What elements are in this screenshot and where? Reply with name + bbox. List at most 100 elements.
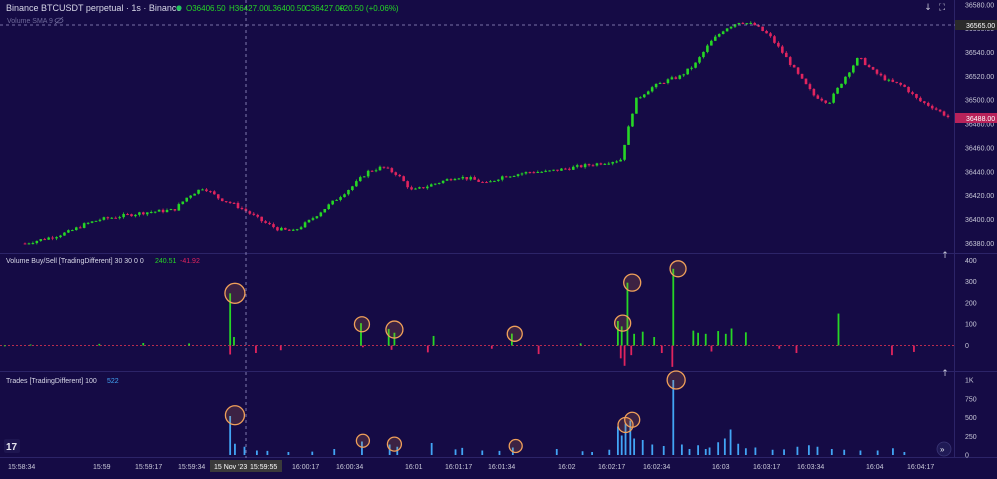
candle-body[interactable] (899, 82, 902, 85)
volume-buy-bar[interactable] (360, 323, 362, 346)
candle-body[interactable] (781, 46, 784, 53)
candle-body[interactable] (465, 176, 469, 180)
trades-bar[interactable] (737, 443, 740, 455)
candle-body[interactable] (915, 93, 918, 98)
volume-buy-bar[interactable] (142, 342, 145, 346)
volume-buy-bar[interactable] (704, 333, 707, 346)
candle-body[interactable] (682, 74, 686, 76)
candle-body[interactable] (193, 193, 196, 196)
candle-body[interactable] (161, 209, 165, 213)
volume-buy-bar[interactable] (188, 343, 190, 346)
trades-bar[interactable] (816, 446, 819, 455)
candle-body[interactable] (611, 162, 615, 164)
candle-body[interactable] (568, 168, 571, 170)
candle-body[interactable] (792, 64, 796, 68)
candle-body[interactable] (729, 26, 733, 29)
candle-body[interactable] (607, 163, 611, 165)
candle-body[interactable] (623, 144, 626, 160)
trades-bar[interactable] (754, 447, 757, 456)
trades-bar[interactable] (255, 450, 258, 456)
volume-sell-bar[interactable] (778, 345, 781, 349)
candle-body[interactable] (879, 73, 883, 76)
candle-body[interactable] (378, 166, 382, 171)
candle-body[interactable] (571, 166, 575, 170)
volume-buy-bar[interactable] (626, 282, 629, 346)
candle-body[interactable] (102, 217, 106, 220)
candle-body[interactable] (39, 239, 43, 241)
trades-bar[interactable] (629, 420, 632, 456)
candle-body[interactable] (587, 164, 591, 166)
candle-body[interactable] (311, 218, 315, 220)
candle-body[interactable] (595, 163, 599, 166)
trades-bar[interactable] (633, 438, 636, 456)
candle-body[interactable] (51, 237, 54, 239)
candle-body[interactable] (477, 179, 480, 182)
candle-body[interactable] (757, 25, 760, 27)
pane-up-icon[interactable]: ↑ (941, 251, 949, 261)
candle-body[interactable] (323, 209, 327, 213)
candle-body[interactable] (481, 181, 484, 183)
candle-body[interactable] (650, 87, 654, 92)
candle-body[interactable] (362, 176, 366, 178)
candle-body[interactable] (710, 40, 713, 46)
candle-body[interactable] (575, 165, 579, 167)
candle-body[interactable] (343, 194, 346, 198)
trades-bar[interactable] (688, 449, 691, 455)
trades-bar[interactable] (704, 449, 707, 455)
candle-body[interactable] (106, 217, 110, 219)
candle-body[interactable] (702, 51, 705, 58)
volume-buy-bar[interactable] (672, 268, 675, 346)
candle-body[interactable] (264, 221, 267, 223)
trades-bar[interactable] (311, 451, 314, 455)
candle-body[interactable] (552, 169, 555, 171)
candle-body[interactable] (631, 113, 634, 127)
candle-body[interactable] (489, 181, 492, 183)
trades-bar[interactable] (461, 447, 464, 455)
candle-body[interactable] (725, 28, 729, 32)
trades-bar[interactable] (555, 449, 558, 455)
candle-body[interactable] (497, 179, 500, 181)
candle-body[interactable] (844, 76, 847, 84)
candle-body[interactable] (765, 30, 768, 34)
candle-body[interactable] (441, 180, 445, 183)
candle-body[interactable] (303, 222, 307, 228)
volume-sell-bar[interactable] (660, 345, 663, 354)
trades-bar[interactable] (608, 449, 611, 455)
volume-buy-bar[interactable] (229, 293, 232, 346)
candle-body[interactable] (276, 227, 279, 231)
candle-body[interactable] (232, 202, 236, 204)
volume-sell-bar[interactable] (279, 345, 282, 351)
candle-body[interactable] (828, 102, 831, 104)
candle-body[interactable] (816, 95, 820, 99)
candle-body[interactable] (812, 89, 816, 96)
candle-body[interactable] (903, 84, 906, 87)
volume-buy-bar[interactable] (510, 333, 513, 346)
candle-body[interactable] (268, 222, 271, 225)
volume-buy-bar[interactable] (697, 332, 700, 346)
candle-body[interactable] (67, 230, 70, 233)
volume-sell-bar[interactable] (630, 345, 633, 356)
candle-body[interactable] (923, 101, 926, 103)
candle-body[interactable] (189, 195, 192, 198)
candle-body[interactable] (871, 67, 875, 70)
volume-buy-bar[interactable] (641, 331, 644, 346)
candle-body[interactable] (402, 176, 405, 182)
candle-body[interactable] (591, 165, 595, 167)
volume-pane[interactable] (0, 260, 955, 367)
candle-body[interactable] (832, 93, 835, 103)
candle-body[interactable] (769, 33, 772, 37)
candle-body[interactable] (674, 77, 678, 79)
candle-body[interactable] (836, 87, 839, 94)
candle-body[interactable] (78, 227, 82, 229)
volume-buy-bar[interactable] (387, 328, 390, 346)
candle-body[interactable] (398, 174, 402, 177)
volume-sell-bar[interactable] (623, 345, 626, 366)
candle-body[interactable] (418, 187, 421, 189)
candle-body[interactable] (433, 183, 437, 185)
candle-body[interactable] (713, 36, 717, 41)
candle-body[interactable] (919, 97, 922, 102)
trades-bar[interactable] (723, 438, 726, 456)
candle-body[interactable] (429, 184, 433, 187)
candle-body[interactable] (299, 227, 303, 230)
